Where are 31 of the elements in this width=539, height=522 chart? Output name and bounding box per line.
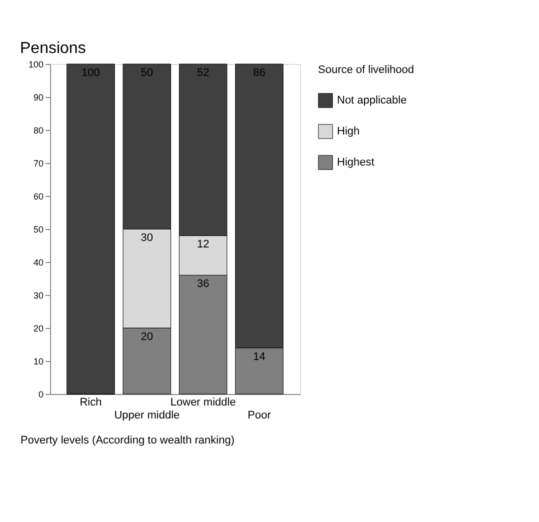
y-tick-label: 70 (33, 158, 44, 168)
y-tick-label: 80 (33, 126, 44, 136)
legend-label: High (337, 126, 360, 138)
x-tick-label: Poor (248, 410, 272, 422)
y-tick-label: 50 (33, 224, 44, 234)
x-tick-label: Rich (80, 396, 102, 408)
y-tick-label: 20 (33, 324, 44, 334)
legend-title: Source of livelihood (318, 64, 414, 76)
data-label: 100 (82, 67, 100, 79)
data-label: 86 (253, 67, 266, 79)
y-tick-label: 60 (33, 192, 44, 202)
legend-label: Not applicable (337, 94, 407, 106)
y-tick-label: 10 (33, 356, 44, 366)
data-label: 30 (140, 232, 154, 244)
y-tick-label: 30 (33, 290, 44, 300)
y-tick-label: 100 (28, 60, 44, 70)
legend-label: Highest (337, 156, 374, 168)
data-label: 12 (196, 238, 210, 251)
x-tick-label: Lower middle (170, 396, 236, 408)
chart-title: Pensions (20, 40, 86, 57)
x-tick-label: Upper middle (114, 410, 180, 422)
y-tick-label: 40 (33, 258, 44, 268)
data-label: 50 (140, 67, 154, 79)
data-label: 20 (140, 331, 154, 343)
data-label: 52 (196, 67, 210, 79)
x-axis-title: Poverty levels (According to wealth ranking) (20, 434, 234, 446)
data-label: 36 (196, 278, 210, 290)
y-tick-label: 0 (38, 390, 44, 400)
data-label: 14 (253, 350, 266, 363)
bar (66, 64, 115, 394)
y-tick-label: 90 (33, 92, 44, 102)
